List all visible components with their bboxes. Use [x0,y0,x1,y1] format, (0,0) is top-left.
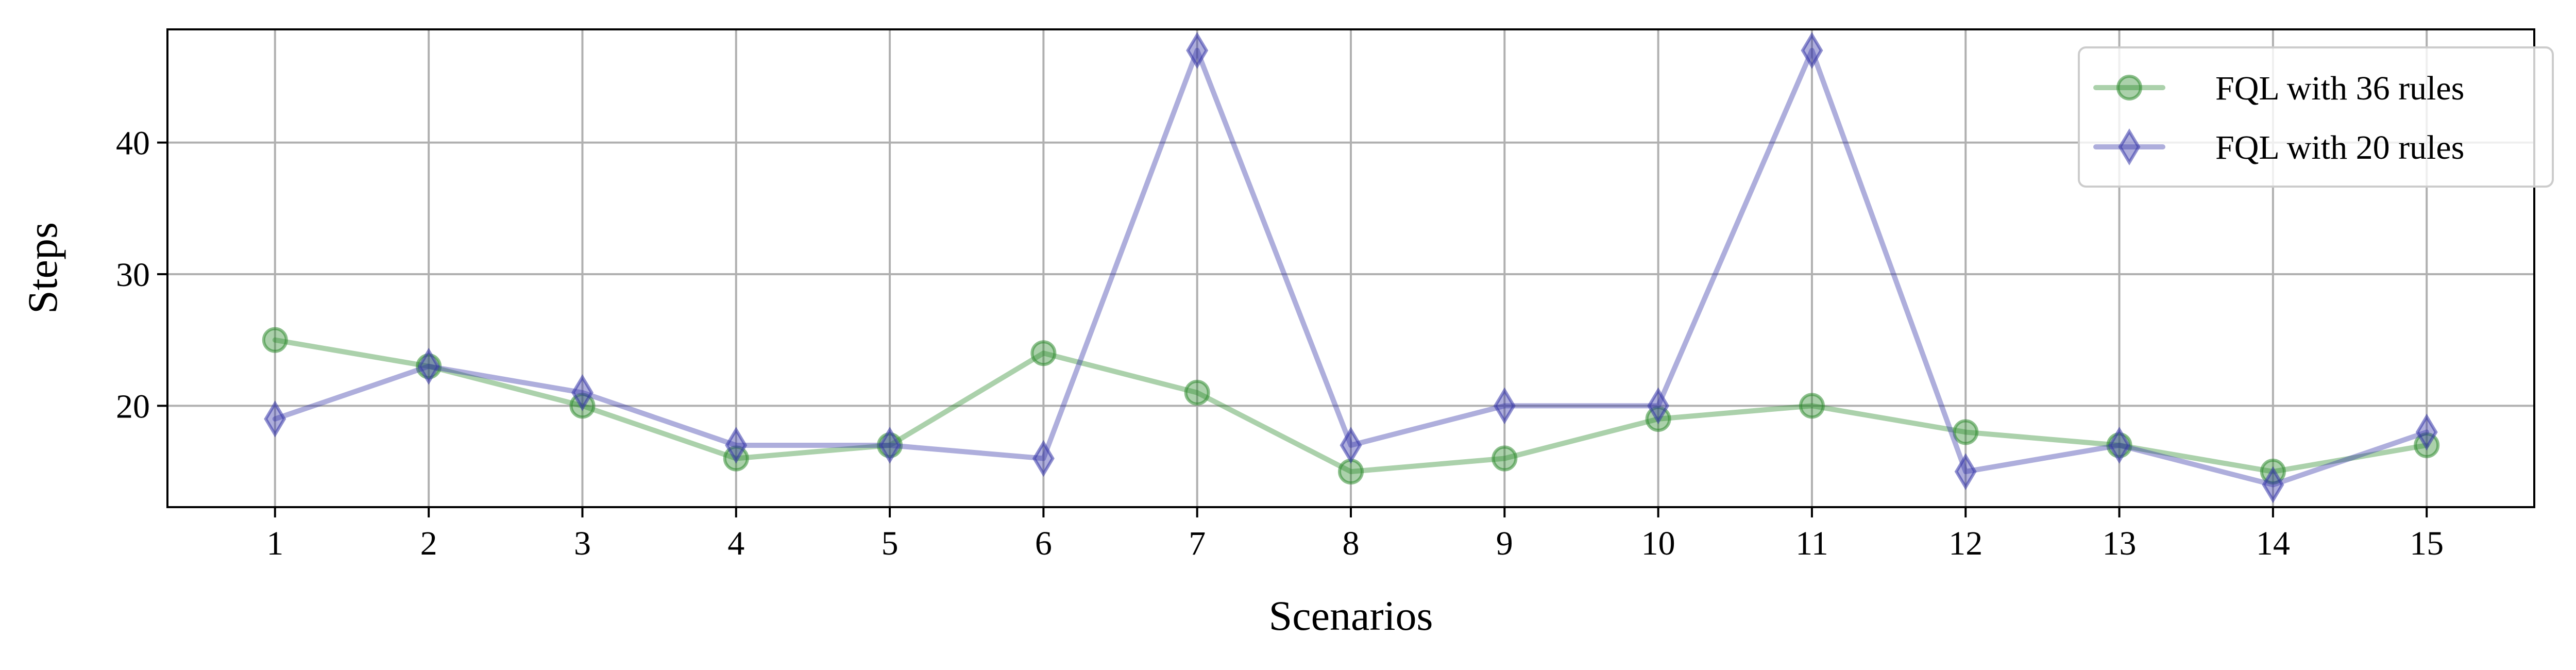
data-point [1492,445,1518,472]
x-tick-label: 13 [2103,525,2137,562]
x-axis-title: Scenarios [1269,592,1433,639]
x-tick-label: 8 [1343,525,1360,562]
series-line [272,47,2430,488]
x-tick-label: 11 [1795,525,1828,562]
data-point [878,427,901,464]
data-point [1186,32,1209,69]
x-tick-label: 9 [1496,525,1513,562]
x-tick-label: 6 [1035,525,1052,562]
data-point [571,374,594,411]
data-point [2108,427,2131,464]
legend-label: FQL with 36 rules [2215,70,2464,107]
legend-label: FQL with 20 rules [2215,129,2464,166]
data-point [1030,340,1057,366]
data-point [2415,413,2438,451]
x-tick-label: 14 [2256,525,2290,562]
x-tick-label: 10 [1641,525,1675,562]
data-point [262,327,288,353]
legend-marker-swatch [2118,128,2141,165]
data-point [1032,440,1055,477]
data-point [1953,419,1979,445]
data-point [1954,453,1977,490]
y-axis-title: Steps [19,222,66,314]
legend-entries: FQL with 36 rules FQL with 20 rules [2093,70,2464,166]
legend-box [2078,46,2554,188]
legend-entry: FQL with 36 rules [2093,70,2464,107]
y-tick-label: 30 [116,256,150,294]
x-tick-label: 1 [266,525,283,562]
x-tick-label: 3 [574,525,591,562]
legend-entry: FQL with 20 rules [2093,128,2464,166]
series-line [272,337,2430,475]
plot-series [262,32,2440,504]
data-point [264,400,286,438]
legend-marker-swatch [2116,75,2142,100]
x-tick-label: 4 [727,525,744,562]
y-tick-label: 20 [116,388,150,425]
data-point [1340,427,1362,464]
data-point [1799,393,1825,419]
x-tick-label: 5 [882,525,899,562]
grid [167,29,2534,507]
data-point [1647,387,1670,425]
data-point [417,347,440,385]
y-tick-label: 40 [116,125,150,162]
x-tick-label: 7 [1189,525,1206,562]
data-point [725,427,748,464]
x-tick-label: 15 [2410,525,2444,562]
data-point [1801,32,1823,69]
data-point [1493,387,1516,425]
legend: FQL with 36 rules FQL with 20 rules [2078,46,2554,188]
series-2 [264,32,2438,504]
data-point [1184,379,1210,406]
data-point [2262,466,2284,504]
x-tick-label: 2 [420,525,437,562]
x-tick-label: 12 [1948,525,1982,562]
